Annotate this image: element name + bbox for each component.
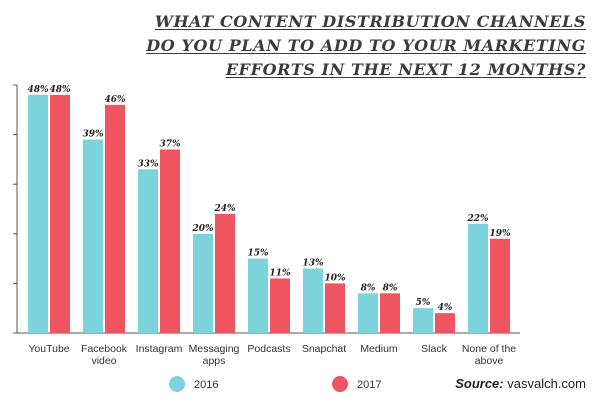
bar-2017-0 [50,94,70,333]
value-label-2017-4: 11% [269,268,291,278]
bar-2017-8 [490,238,510,333]
value-label-2016-0: 48% [27,85,49,95]
category-label-0: YouTube [28,343,69,355]
value-label-2017-0: 48% [49,85,71,95]
bar-2016-2 [138,169,158,333]
bar-2017-7 [435,313,455,333]
value-label-2016-7: 5% [416,298,431,308]
value-label-2017-3: 24% [213,204,236,214]
value-label-2017-8: 19% [489,229,511,239]
value-label-2016-8: 22% [466,214,489,224]
bar-2017-4 [270,278,290,333]
source-label: Source: [455,376,504,391]
source-text: vasvalch.com [503,376,586,391]
bar-2016-8 [468,223,488,333]
bar-2016-7 [413,308,433,333]
category-label-1: Facebook video [81,343,128,367]
legend-label-2017: 2017 [357,379,381,391]
category-label-2: Instagram [136,343,183,355]
bar-2016-1 [83,139,103,333]
bar-2017-6 [380,293,400,333]
value-labels: 48% 48% 39% 46% 33%37% 20% 24% 15%11% 13%10% 8% 8%… [27,85,511,313]
chart-title: WHAT CONTENT DISTRIBUTION CHANNELS DO YO… [116,10,586,82]
category-label-3: Messaging apps [189,343,240,367]
category-label-7: Slack [421,343,447,355]
bars-layer [28,94,510,333]
value-label-2016-3: 20% [191,224,214,234]
value-label-2016-5: 13% [302,259,324,269]
category-label-5: Snapchat [302,343,346,355]
value-label-2017-5: 10% [324,273,346,283]
category-label-8: None of the above [462,343,516,367]
chart-title-line-1: WHAT CONTENT DISTRIBUTION CHANNELS [154,12,586,31]
legend-label-2016: 2016 [194,379,218,391]
category-label-4: Podcasts [247,343,290,355]
bar-2017-3 [215,213,235,333]
bar-2016-0 [28,94,48,333]
value-label-2016-6: 8% [361,283,376,293]
legend: 2016 2017 [169,376,381,392]
value-label-2017-6: 8% [383,283,398,293]
value-label-2016-2: 33% [137,159,159,169]
bar-2016-3 [193,233,213,333]
source-credit: Source: vasvalch.com [455,376,586,391]
value-label-2017-7: 4% [438,303,453,313]
bar-2017-1 [105,104,125,333]
chart-title-line-2: DO YOU PLAN TO ADD TO YOUR MARKETING [146,36,586,55]
category-labels: YouTube Facebook video Instagram Messaging ap… [28,343,516,367]
category-label-6: Medium [360,343,398,355]
bar-2017-2 [160,149,180,333]
value-label-2017-1: 46% [104,95,126,105]
bar-2016-6 [358,293,378,333]
value-label-2017-2: 37% [159,139,181,149]
bar-2016-5 [303,268,323,333]
bar-2017-5 [325,283,345,333]
bar-2016-4 [248,258,268,333]
value-label-2016-4: 15% [247,249,269,259]
value-label-2016-1: 39% [82,130,104,140]
legend-swatch-2016 [169,376,185,392]
legend-swatch-2017 [332,376,348,392]
chart-title-line-3: EFFORTS IN THE NEXT 12 MONTHS? [225,60,586,79]
